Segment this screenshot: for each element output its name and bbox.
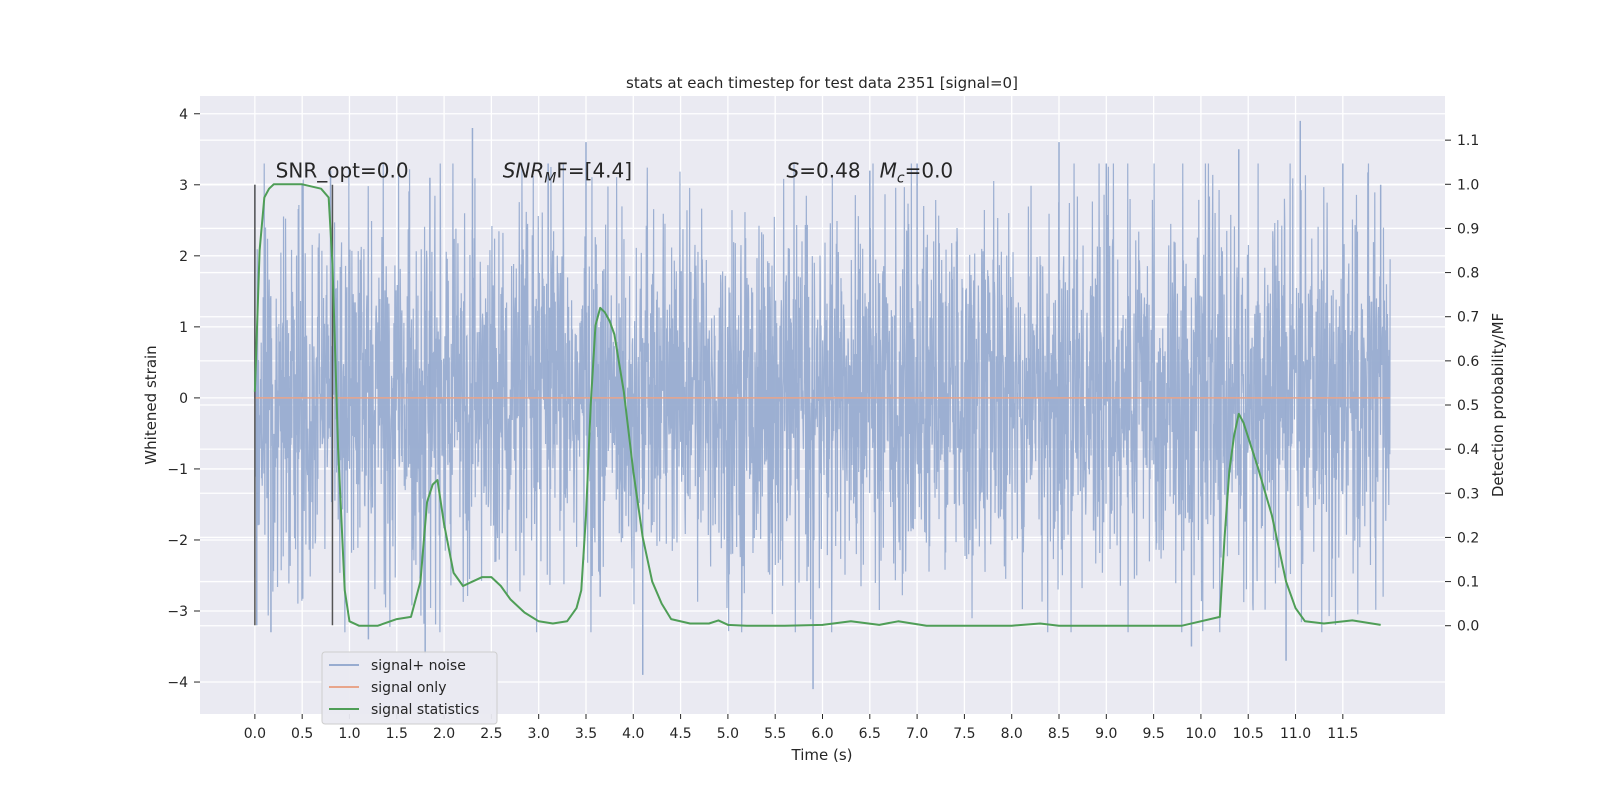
y-right-tick-label-8: 0.8	[1457, 266, 1479, 282]
annotation-snr-mf: SNRMF=[4.4]	[503, 159, 632, 187]
y-tick-label-1: −3	[167, 604, 188, 620]
y-right-tick-label-4: 0.4	[1457, 442, 1479, 458]
y-tick-label-5: 1	[179, 320, 188, 336]
annotation-mc-value: =0.0	[905, 159, 954, 183]
annotation-mc-subscript: c	[897, 171, 905, 187]
signal-plus-noise-line	[254, 163, 1391, 633]
x-tick-label-0: 0.0	[244, 726, 266, 742]
y-tick-label-7: 3	[179, 178, 188, 194]
annotation-snr-mf-subscript: M	[544, 171, 556, 187]
y-right-tick-label-0: 0.0	[1457, 619, 1479, 635]
x-tick-label-17: 8.5	[1048, 726, 1070, 742]
x-tick-label-16: 8.0	[1001, 726, 1023, 742]
y-right-tick-label-9: 0.9	[1457, 221, 1479, 237]
y-axis-right-ticks: 0.0 0.1 0.2 0.3 0.4 0.5 0.6 0.7 0.8 0.9 1.0 1.1	[1445, 133, 1479, 635]
x-tick-label-20: 10.0	[1185, 726, 1216, 742]
y-right-tick-label-7: 0.7	[1457, 310, 1479, 326]
y-right-tick-label-11: 1.1	[1457, 133, 1479, 149]
x-tick-label-19: 9.5	[1142, 726, 1164, 742]
legend-label-signal-only: signal only	[371, 680, 446, 696]
x-tick-label-3: 1.5	[386, 726, 408, 742]
x-tick-label-6: 3.0	[528, 726, 550, 742]
x-tick-label-10: 5.0	[717, 726, 739, 742]
y-axis-right-label: Detection probability/MF	[1489, 313, 1507, 497]
y-right-tick-label-3: 0.3	[1457, 486, 1479, 502]
legend-box	[321, 651, 498, 725]
annotation-snr-mf-symbol: SNR	[503, 159, 545, 183]
signal-statistics-line	[253, 183, 1381, 627]
x-tick-label-13: 6.5	[859, 726, 881, 742]
x-tick-label-9: 4.5	[669, 726, 691, 742]
y-axis-ticks: −4 −3 −2 −1 0 1 2 3 4	[167, 107, 200, 691]
y-right-tick-label-5: 0.5	[1457, 398, 1479, 414]
x-axis-ticks: 0.0 0.5 1.0 1.5 2.0 2.5 3.0 3.5 4.0 4.5 5.0 5.5 6.0 6…	[244, 714, 1358, 742]
x-tick-label-15: 7.5	[953, 726, 975, 742]
annotation-snr-opt: SNR_opt=0.0	[276, 159, 409, 183]
chart-title: stats at each timestep for test data 235…	[626, 74, 1018, 92]
x-tick-label-14: 7.0	[906, 726, 928, 742]
x-tick-label-2: 1.0	[338, 726, 360, 742]
legend-label-signal-plus-noise: signal+ noise	[371, 658, 466, 674]
signal-statistics-series	[253, 183, 1381, 627]
annotation-mc-symbol: M	[880, 159, 897, 183]
y-right-tick-label-2: 0.2	[1457, 530, 1479, 546]
annotation-snr-mf-value: F=[4.4]	[556, 159, 632, 183]
y-tick-label-6: 2	[179, 249, 188, 265]
y-tick-label-2: −2	[167, 533, 188, 549]
annotation-s-symbol: S	[787, 159, 800, 183]
x-tick-label-8: 4.0	[622, 726, 644, 742]
x-tick-label-22: 11.0	[1280, 726, 1311, 742]
annotation-s-value: =0.48	[799, 159, 879, 183]
y-right-tick-label-6: 0.6	[1457, 354, 1479, 370]
x-tick-label-5: 2.5	[480, 726, 502, 742]
x-tick-label-18: 9.0	[1095, 726, 1117, 742]
legend-label-signal-statistics: signal statistics	[371, 702, 479, 718]
y-right-tick-label-1: 0.1	[1457, 575, 1479, 591]
legend: signal+ noise signal only signal statist…	[321, 651, 498, 725]
y-axis-label: Whitened strain	[142, 345, 160, 464]
y-right-tick-label-10: 1.0	[1457, 177, 1479, 193]
x-tick-label-7: 3.5	[575, 726, 597, 742]
x-tick-label-23: 11.5	[1327, 726, 1358, 742]
y-tick-label-4: 0	[179, 391, 188, 407]
y-tick-label-3: −1	[167, 462, 188, 478]
y-tick-label-8: 4	[179, 107, 188, 123]
x-tick-label-11: 5.5	[764, 726, 786, 742]
x-tick-label-12: 6.0	[811, 726, 833, 742]
x-tick-label-21: 10.5	[1233, 726, 1264, 742]
annotation-s-mc: S=0.48 Mc=0.0	[787, 159, 954, 187]
x-tick-label-1: 0.5	[291, 726, 313, 742]
y-tick-label-0: −4	[167, 675, 188, 691]
x-axis-label: Time (s)	[791, 746, 853, 764]
x-tick-label-4: 2.0	[433, 726, 455, 742]
annotations: SNR_opt=0.0 SNRMF=[4.4] S=0.48 Mc=0.0	[276, 159, 953, 187]
